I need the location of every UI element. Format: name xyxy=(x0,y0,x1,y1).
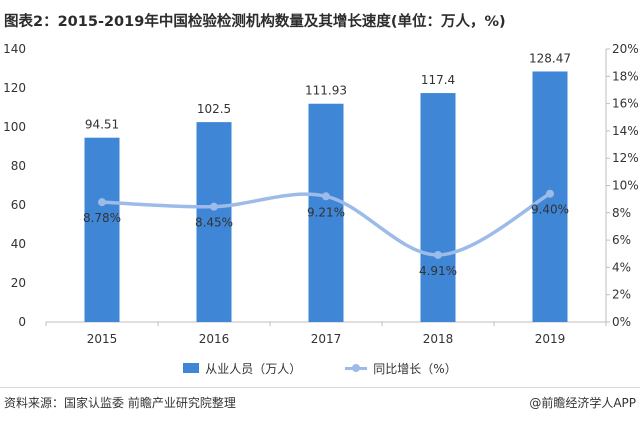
y-right-tick-label: 18% xyxy=(612,69,639,83)
source-note: 资料来源：国家认监委 前瞻产业研究院整理 xyxy=(4,396,236,410)
y-right-tick-label: 12% xyxy=(612,151,639,165)
bar-value-label: 94.51 xyxy=(85,118,119,132)
y-left-tick-label: 60 xyxy=(11,198,26,212)
growth-point xyxy=(210,202,218,211)
x-tick-label: 2017 xyxy=(311,332,342,346)
growth-point xyxy=(322,192,330,201)
legend-item-line: 同比增长（%） xyxy=(345,360,457,377)
y-left-tick-label: 120 xyxy=(3,81,26,95)
y-right-tick-label: 14% xyxy=(612,124,639,138)
y-right-tick-label: 2% xyxy=(612,288,631,302)
x-tick-label: 2016 xyxy=(199,332,230,346)
bar xyxy=(308,103,344,322)
x-tick-label: 2019 xyxy=(535,332,566,346)
bar-value-label: 128.47 xyxy=(529,51,571,65)
legend-line-label: 同比增长（%） xyxy=(373,361,457,376)
bar-value-label: 111.93 xyxy=(305,84,347,98)
growth-point xyxy=(98,198,106,207)
y-left-tick-label: 40 xyxy=(11,237,26,251)
growth-value-label: 9.40% xyxy=(531,203,569,217)
legend-item-bar: 从业人员（万人） xyxy=(183,360,301,377)
y-right-tick-label: 0% xyxy=(612,315,631,329)
bar-value-label: 102.5 xyxy=(197,102,231,116)
legend-line-swatch xyxy=(345,363,368,373)
y-left-tick-label: 20 xyxy=(11,276,26,290)
growth-value-label: 8.45% xyxy=(195,216,233,230)
credit-note: @前瞻经济学人APP xyxy=(529,396,636,410)
growth-point xyxy=(434,250,442,259)
y-left-tick-label: 0 xyxy=(18,315,26,329)
y-right-tick-label: 20% xyxy=(612,42,639,56)
growth-value-label: 9.21% xyxy=(307,205,345,219)
growth-point xyxy=(546,189,554,198)
y-left-tick-label: 100 xyxy=(3,120,26,134)
bar xyxy=(420,93,456,322)
chart-plot: 0 20 40 60 80 100 120 140 0% 2% 4% 6% 8% 10% 12% 14% 16%… xyxy=(3,42,639,346)
y-left-tick-label: 80 xyxy=(11,159,26,173)
y-right-tick-label: 6% xyxy=(612,233,631,247)
legend-bar-swatch xyxy=(183,363,200,373)
chart-legend: 从业人员（万人） 同比增长（%） xyxy=(0,358,640,378)
footer-divider xyxy=(0,387,640,388)
x-tick-label: 2018 xyxy=(423,332,454,346)
x-tick-label: 2015 xyxy=(87,332,118,346)
growth-value-label: 8.78% xyxy=(83,211,121,225)
bar xyxy=(196,122,232,322)
y-right-tick-label: 16% xyxy=(612,97,639,111)
legend-bar-label: 从业人员（万人） xyxy=(205,361,302,376)
chart-title: 图表2：2015-2019年中国检验检测机构数量及其增长速度(单位：万人，%) xyxy=(4,14,506,30)
growth-value-label: 4.91% xyxy=(419,264,457,278)
y-right-tick-label: 8% xyxy=(612,206,631,220)
bar xyxy=(84,137,120,322)
y-right-tick-label: 10% xyxy=(612,179,639,193)
bar-value-label: 117.4 xyxy=(421,73,455,87)
y-left-tick-label: 140 xyxy=(3,42,26,56)
y-right-tick-label: 4% xyxy=(612,260,631,274)
